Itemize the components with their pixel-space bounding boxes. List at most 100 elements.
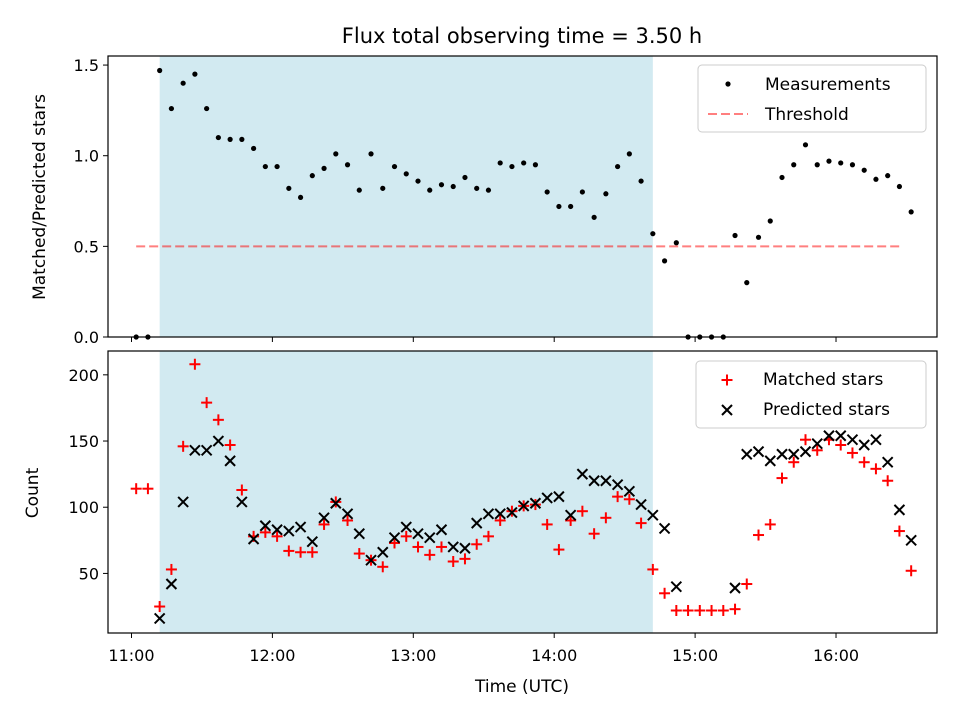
measurement-point bbox=[462, 174, 468, 181]
predicted-star-point bbox=[271, 524, 283, 536]
x-axis-label: Time (UTC) bbox=[474, 677, 569, 697]
matched-star-point bbox=[212, 414, 224, 426]
measurement-point bbox=[450, 183, 456, 190]
matched-star-point bbox=[764, 518, 776, 530]
predicted-star-point bbox=[212, 435, 225, 447]
bottom-legend-frame bbox=[695, 360, 927, 429]
matched-star-point bbox=[541, 518, 553, 530]
predicted-star-point bbox=[459, 542, 471, 554]
top-axes-frame bbox=[107, 55, 938, 338]
predicted-star-point bbox=[858, 439, 870, 451]
predicted-star-point bbox=[153, 612, 166, 625]
bottom-panel: 50 100 150 200 11:00 12:00 13:00 14:00 15:00 16:… bbox=[23, 350, 938, 697]
measurement-point bbox=[274, 163, 280, 170]
matched-star-point bbox=[670, 604, 682, 616]
predicted-star-point bbox=[776, 448, 788, 460]
top-y-tick-label: 0.0 bbox=[74, 328, 99, 347]
matched-star-point bbox=[494, 514, 506, 526]
predicted-star-point bbox=[741, 448, 753, 460]
predicted-star-point bbox=[647, 509, 659, 521]
bottom-y-ticks: 50 100 150 200 bbox=[68, 366, 108, 583]
matched-star-point bbox=[647, 563, 659, 575]
predicted-star-point bbox=[224, 455, 236, 467]
measurement-point bbox=[356, 187, 362, 193]
matched-star-point bbox=[318, 518, 330, 530]
matched-star-point bbox=[306, 546, 318, 558]
measurement-point bbox=[591, 214, 597, 220]
measurement-point bbox=[626, 151, 632, 157]
predicted-star-point bbox=[811, 437, 823, 450]
matched-star-point bbox=[259, 526, 271, 538]
predicted-star-point bbox=[165, 578, 178, 590]
predicted-star-point bbox=[623, 485, 636, 498]
predicted-star-point bbox=[905, 534, 917, 547]
predicted-star-point bbox=[835, 430, 847, 442]
predicted-star-point bbox=[318, 512, 330, 524]
measurement-point bbox=[767, 218, 773, 224]
matched-star-point bbox=[271, 530, 283, 542]
predicted-star-point bbox=[470, 517, 483, 529]
measurement-point bbox=[204, 105, 210, 112]
predicted-stars-legend-marker bbox=[721, 404, 733, 416]
predicted-star-point bbox=[494, 508, 506, 520]
measurement-point bbox=[309, 173, 315, 179]
matched-star-point bbox=[717, 604, 729, 616]
measurement-point bbox=[368, 151, 374, 157]
matched-star-point bbox=[130, 483, 142, 495]
top-y-tick-label: 0.5 bbox=[74, 237, 99, 256]
measurement-point bbox=[791, 162, 797, 168]
measurement-point bbox=[556, 203, 562, 210]
predicted-star-point bbox=[517, 500, 530, 512]
top-y-tick-label: 1.5 bbox=[74, 56, 99, 75]
matched-star-point bbox=[799, 434, 811, 446]
matched-star-point bbox=[858, 456, 870, 468]
matched-star-point bbox=[729, 603, 741, 615]
predicted-star-point bbox=[412, 527, 424, 540]
measurement-point bbox=[497, 160, 503, 166]
measurement-point bbox=[415, 178, 421, 184]
predicted-star-point bbox=[576, 468, 589, 480]
measurement-point bbox=[297, 194, 304, 201]
measurement-point bbox=[380, 185, 386, 191]
measurement-point bbox=[544, 189, 550, 195]
measurement-point bbox=[180, 80, 186, 86]
matched-star-point bbox=[377, 561, 389, 573]
predicted-star-point bbox=[447, 541, 459, 553]
measurements-legend-marker bbox=[725, 81, 731, 87]
matched-stars-legend-label: Matched stars bbox=[763, 370, 883, 390]
predicted-star-point bbox=[752, 445, 765, 458]
measurement-point bbox=[391, 163, 398, 170]
predicted-star-point bbox=[189, 444, 201, 457]
threshold-legend-label: Threshold bbox=[764, 105, 849, 125]
matched-star-point bbox=[706, 604, 718, 616]
top-legend: Measurements Threshold bbox=[697, 64, 927, 133]
measurement-point bbox=[873, 176, 879, 182]
measurement-point bbox=[286, 185, 292, 191]
matched-star-point bbox=[788, 456, 800, 468]
measurement-point bbox=[427, 187, 433, 193]
top-panel: 0.0 0.5 1.0 1.5 Matched/Predicted stars Mea… bbox=[30, 55, 938, 347]
measurement-point bbox=[885, 173, 891, 179]
matched-star-point bbox=[741, 578, 753, 590]
predicted-star-point bbox=[330, 497, 342, 509]
predicted-star-point bbox=[870, 433, 882, 446]
measurement-point bbox=[638, 178, 644, 184]
bottom-y-tick-label: 150 bbox=[68, 432, 99, 451]
predicted-star-point bbox=[424, 531, 436, 544]
matched-star-point bbox=[400, 530, 412, 542]
bottom-legend: Matched stars Predicted stars bbox=[695, 360, 927, 429]
predicted-stars-legend-label: Predicted stars bbox=[763, 400, 890, 420]
predicted-star-point bbox=[541, 492, 553, 504]
matched-star-point bbox=[623, 493, 635, 505]
predicted-star-point bbox=[247, 533, 260, 545]
matched-star-point bbox=[435, 541, 447, 553]
predicted-star-point bbox=[236, 496, 248, 508]
count-series bbox=[130, 358, 917, 625]
predicted-star-point bbox=[893, 504, 906, 516]
measurement-point bbox=[650, 231, 656, 237]
matched-star-point bbox=[342, 514, 354, 526]
predicted-star-point bbox=[788, 448, 800, 460]
predicted-star-point bbox=[365, 554, 377, 566]
matched-star-point bbox=[870, 463, 882, 475]
measurement-point bbox=[227, 136, 233, 142]
